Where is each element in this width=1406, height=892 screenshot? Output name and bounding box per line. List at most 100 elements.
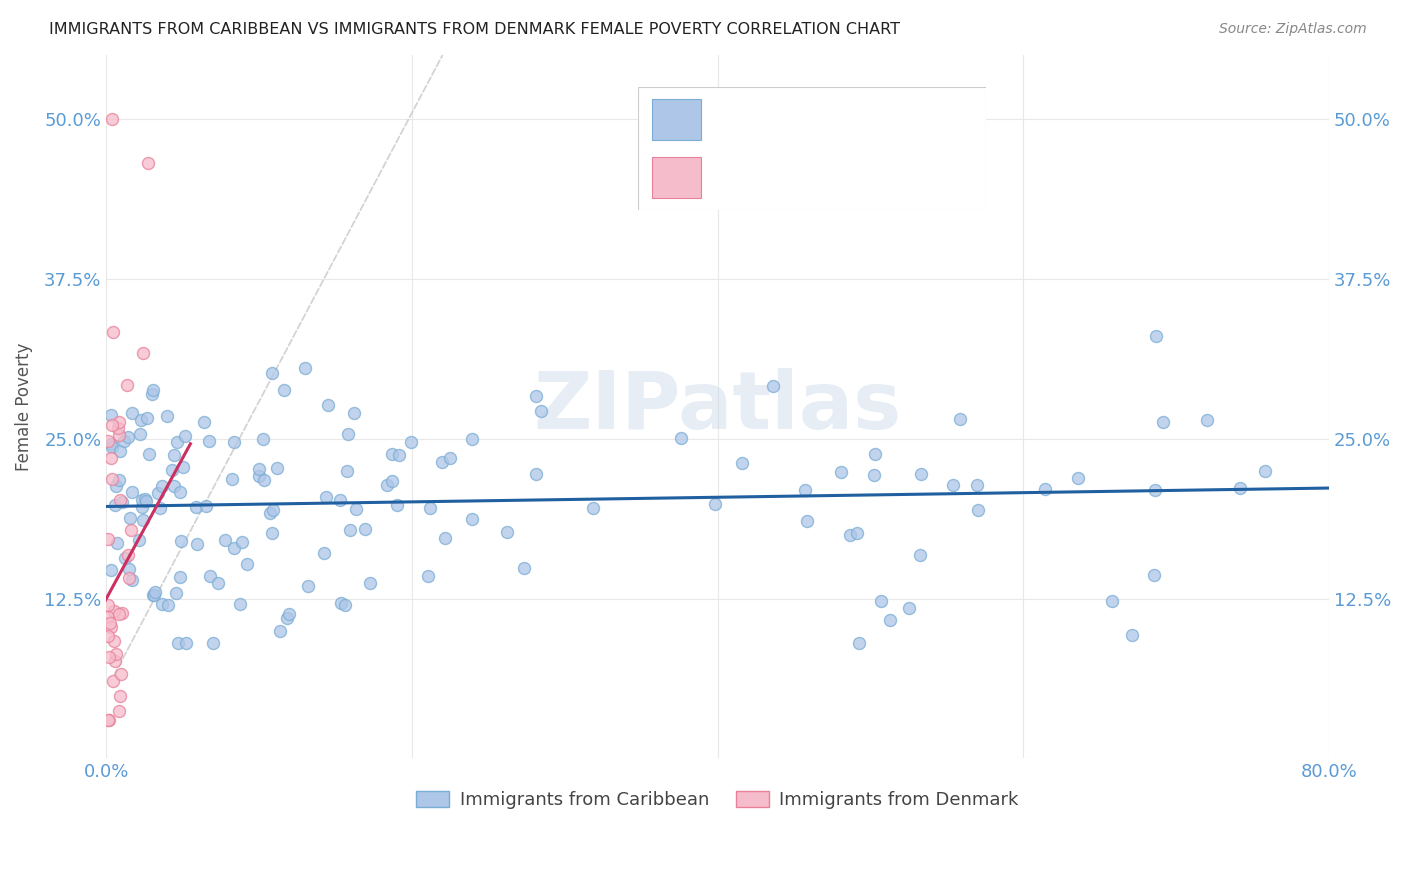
Point xyxy=(132,345,155,359)
Point xyxy=(381,475,404,489)
Point xyxy=(103,634,125,648)
Point xyxy=(167,636,190,650)
Point xyxy=(316,398,339,412)
Point xyxy=(278,607,301,621)
Point xyxy=(103,674,125,689)
Point xyxy=(793,483,815,497)
Point xyxy=(222,541,245,555)
Point xyxy=(333,598,356,612)
Point xyxy=(297,579,319,593)
Point xyxy=(165,586,187,600)
Point xyxy=(524,467,547,481)
Point xyxy=(430,455,453,469)
Point xyxy=(166,434,188,449)
Point xyxy=(160,463,183,477)
Point xyxy=(581,500,603,515)
Point xyxy=(121,406,143,420)
Point xyxy=(100,451,122,466)
Point xyxy=(108,427,131,442)
Point xyxy=(949,412,972,426)
Point xyxy=(107,607,129,622)
Point xyxy=(121,573,143,587)
Y-axis label: Female Poverty: Female Poverty xyxy=(15,343,32,471)
Point xyxy=(169,484,191,499)
Point xyxy=(762,378,785,392)
Point xyxy=(344,502,367,516)
Point xyxy=(107,421,129,435)
Point xyxy=(97,610,120,624)
Text: Source: ZipAtlas.com: Source: ZipAtlas.com xyxy=(1219,22,1367,37)
Point xyxy=(98,615,121,630)
Point xyxy=(194,499,217,513)
Point xyxy=(830,465,852,479)
Point xyxy=(104,654,127,668)
Point xyxy=(461,432,484,446)
Point xyxy=(111,495,134,509)
Point xyxy=(97,434,120,449)
Point xyxy=(152,479,174,493)
Point xyxy=(150,598,173,612)
Point xyxy=(222,435,245,450)
Point xyxy=(863,468,886,483)
Point xyxy=(375,477,398,491)
Point xyxy=(460,512,482,526)
Point xyxy=(252,432,274,446)
Point xyxy=(359,576,381,591)
Point xyxy=(128,533,150,548)
Point xyxy=(104,498,127,512)
Point xyxy=(145,585,167,599)
Point xyxy=(1195,412,1218,426)
Point xyxy=(131,513,153,527)
Point xyxy=(329,493,352,508)
Point xyxy=(170,534,193,549)
Point xyxy=(129,427,152,442)
Point xyxy=(703,497,725,511)
Point xyxy=(138,447,160,461)
Point xyxy=(172,460,194,475)
Point xyxy=(266,461,288,475)
Point xyxy=(112,434,135,449)
Point xyxy=(1144,329,1167,343)
Point xyxy=(117,430,139,444)
Point xyxy=(97,532,120,546)
Point xyxy=(108,473,131,487)
Legend: Immigrants from Caribbean, Immigrants from Denmark: Immigrants from Caribbean, Immigrants fr… xyxy=(409,783,1026,816)
Point xyxy=(496,524,519,539)
Point xyxy=(114,550,136,565)
Point xyxy=(108,415,131,429)
Point xyxy=(121,485,143,500)
Point xyxy=(101,440,124,454)
Point xyxy=(135,410,157,425)
Point xyxy=(253,473,276,487)
Point xyxy=(434,531,457,545)
Point xyxy=(276,611,298,625)
Point xyxy=(315,490,337,504)
Point xyxy=(260,526,283,541)
Point xyxy=(156,409,179,424)
Point xyxy=(966,478,988,492)
Point xyxy=(101,325,124,339)
Point xyxy=(105,536,128,550)
Point xyxy=(186,500,208,514)
Point xyxy=(186,537,208,551)
Point xyxy=(131,492,153,507)
Point xyxy=(138,155,160,169)
Point xyxy=(100,620,122,634)
Point xyxy=(1033,482,1056,496)
Point xyxy=(103,604,125,618)
Point xyxy=(169,570,191,584)
Point xyxy=(198,569,221,583)
Point xyxy=(796,514,818,528)
Point xyxy=(108,492,131,507)
Point xyxy=(100,563,122,577)
Point xyxy=(231,535,253,549)
Point xyxy=(110,690,132,704)
Point xyxy=(198,434,221,448)
Text: ZIPatlas: ZIPatlas xyxy=(533,368,901,446)
Point xyxy=(163,479,186,493)
Point xyxy=(513,560,536,574)
Point xyxy=(97,629,120,643)
Point xyxy=(1101,593,1123,607)
Point xyxy=(1229,481,1251,495)
Point xyxy=(104,479,127,493)
